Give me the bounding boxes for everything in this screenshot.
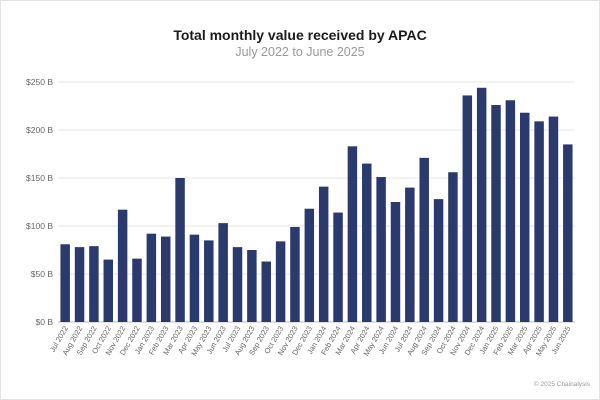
y-tick-label: $150 B [26, 173, 53, 183]
bar [433, 199, 444, 322]
bar [563, 144, 573, 322]
bar [189, 234, 200, 322]
bar [505, 100, 516, 323]
bar [204, 240, 214, 322]
bar [347, 146, 358, 322]
bar [132, 258, 142, 322]
bar [419, 157, 429, 322]
bar [103, 259, 114, 322]
bar [476, 87, 487, 322]
bar [290, 226, 300, 322]
bar [318, 186, 329, 322]
bar [247, 250, 257, 322]
bar [333, 212, 343, 322]
bar [146, 233, 157, 322]
bar [448, 172, 458, 322]
bar [304, 208, 315, 322]
bar [534, 121, 544, 322]
bar [548, 116, 559, 322]
y-tick-label: $0 B [36, 317, 54, 327]
bar [376, 177, 386, 322]
bar [89, 246, 99, 322]
bar [405, 187, 415, 322]
chart-subtitle: July 2022 to June 2025 [235, 45, 365, 59]
copyright-footer: © 2025 Chainalysis [533, 381, 590, 388]
bar [60, 244, 70, 322]
y-tick-label: $200 B [26, 125, 53, 135]
bar [390, 202, 401, 322]
y-tick-label: $50 B [31, 269, 54, 279]
bar [462, 95, 473, 322]
bar [117, 209, 128, 322]
bar [175, 178, 185, 322]
chart-title: Total monthly value received by APAC [173, 27, 427, 43]
bar [232, 247, 243, 322]
y-tick-label: $100 B [26, 221, 53, 231]
bar [160, 236, 171, 322]
bar [362, 163, 372, 322]
y-tick-label: $250 B [26, 77, 53, 87]
bar [491, 105, 501, 322]
bar [74, 247, 85, 322]
bar [275, 241, 286, 322]
bar [519, 112, 530, 322]
bar [261, 261, 271, 322]
bar [218, 223, 228, 322]
